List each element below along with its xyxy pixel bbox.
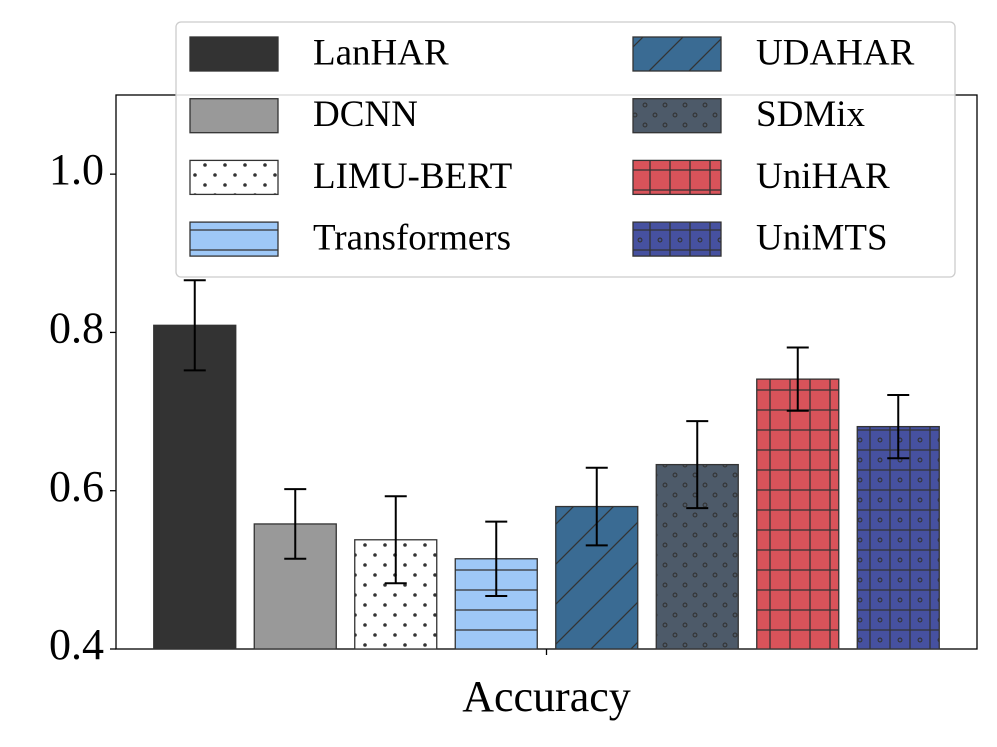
legend-swatch [189,159,279,196]
legend-label: LIMU-BERT [313,156,512,197]
legend-swatch [189,221,279,257]
x-tick-label: Accuracy [462,672,631,721]
legend-swatch [632,98,722,134]
error-bar [585,466,608,547]
error-bar [284,488,307,560]
legend-swatch [189,98,279,134]
legend-swatch [632,159,722,196]
bar [253,523,337,650]
bar [756,378,840,650]
legend: LanHAR DCNN LIMU-BERT Transformers UDAHAR SDM… [175,21,956,278]
legend-label: LanHAR [313,32,449,73]
error-bar [786,346,809,412]
y-tick-label: 0.6 [49,462,104,511]
legend-label: DCNN [313,94,418,135]
legend-label: UniMTS [756,218,888,259]
y-tick-label: 1.0 [49,145,104,194]
error-bar [183,279,206,372]
legend-swatch [632,36,722,72]
legend-label: SDMix [756,94,865,135]
legend-box [175,21,956,278]
bar [153,324,237,650]
error-bar [887,393,910,460]
legend-label: Transformers [313,218,511,259]
error-bar [686,420,709,510]
y-tick-label: 0.4 [49,620,104,669]
y-tick-label: 0.8 [49,304,104,353]
error-bar [384,495,407,585]
legend-swatch [189,36,279,72]
bar [856,425,940,650]
legend-label: UDAHAR [756,32,915,73]
legend-swatch [632,221,722,257]
error-bar [485,520,508,597]
legend-label: UniHAR [756,156,890,197]
